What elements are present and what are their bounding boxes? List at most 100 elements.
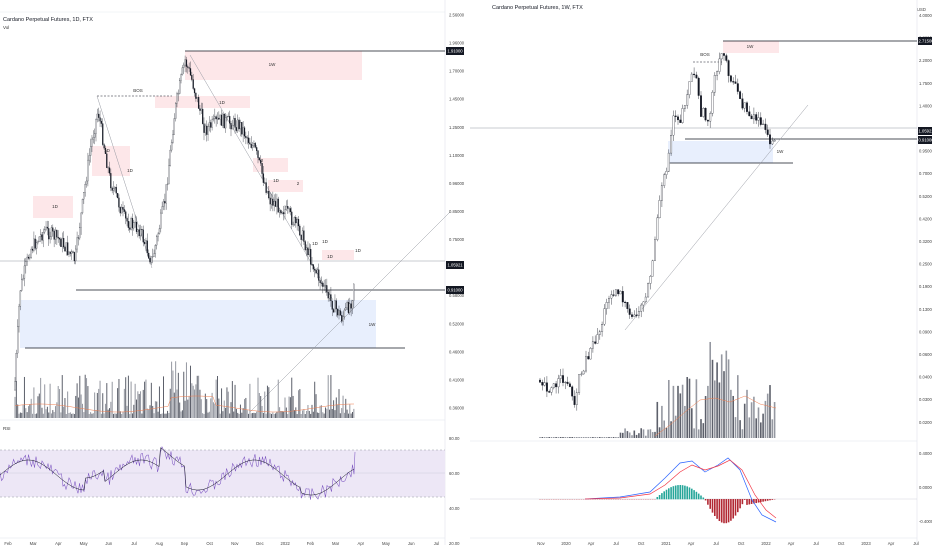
left-volume-bar [117, 388, 119, 418]
left-candle-body [180, 74, 182, 81]
right-macd-histogram-bar [720, 499, 723, 523]
left-candle-body [45, 226, 47, 230]
left-candle-body [315, 270, 317, 274]
left-candle-body [157, 233, 159, 237]
left-volume-bar [250, 413, 252, 418]
left-candle-body [238, 119, 240, 130]
right-candle-body [752, 114, 755, 120]
right-candle-body [755, 114, 758, 121]
left-volume-bar [99, 380, 101, 418]
right-macd-histogram-bar [665, 489, 668, 500]
left-supply-zone-1w [185, 51, 362, 80]
left-candle-body [292, 224, 294, 226]
right-macd-histogram-bar [711, 499, 714, 513]
right-candle-body [585, 356, 587, 372]
left-volume-bar [326, 408, 328, 418]
left-time-axis-label: May [382, 541, 391, 546]
left-candle-body [226, 116, 228, 118]
left-candle-body [274, 201, 277, 207]
left-price-axis-label: 0.75000 [449, 237, 465, 242]
left-candle-body [92, 137, 94, 140]
left-volume-bar [176, 389, 178, 418]
right-signal-line [584, 459, 777, 519]
right-candle-body [559, 375, 562, 379]
left-volume-bar [46, 406, 48, 418]
right-macd-histogram-bar [670, 487, 672, 500]
right-price-axis-label: 0.25000 [919, 262, 932, 267]
left-candle-body [276, 198, 278, 207]
right-candle-body [704, 108, 707, 121]
left-price-axis-label: 1.96000 [449, 41, 465, 46]
right-candle-body [670, 135, 673, 154]
left-volume-bar [153, 413, 155, 418]
left-volume-bar [113, 413, 115, 418]
left-time-axis-label: Aug [155, 541, 163, 546]
right-candle-body [539, 379, 541, 383]
right-time-axis-label: Jul [713, 541, 718, 546]
left-price-tag-label: 0.91000 [448, 288, 464, 293]
left-candle-body [258, 157, 260, 161]
left-candle-body [312, 264, 314, 270]
left-candle-body [129, 227, 131, 230]
right-macd-histogram-bar [730, 499, 732, 521]
left-candle-body [48, 228, 50, 240]
left-volume-bar [134, 383, 136, 418]
right-candle-body [739, 91, 742, 99]
left-candle-body [338, 310, 340, 316]
right-price-tag [918, 37, 932, 45]
left-volume-bar [82, 403, 83, 418]
left-volume-bar [242, 408, 244, 418]
left-candle-body [243, 127, 246, 137]
left-candle-body [331, 300, 333, 310]
right-candle-body [642, 301, 645, 306]
right-volume-bar [727, 359, 730, 438]
left-volume-bar [71, 413, 73, 418]
left-volume-bar [165, 413, 167, 418]
right-macd-histogram-bar [760, 499, 762, 503]
left-demand-zone-1w [20, 300, 376, 348]
right-candle-body [660, 185, 663, 201]
left-price-tag-label: 1.05921 [448, 263, 464, 268]
left-volume-bar [114, 413, 116, 418]
right-macd-histogram-bar [707, 499, 709, 505]
right-volume-bar [608, 437, 610, 438]
left-candle-body [133, 222, 135, 229]
left-volume-bar [215, 379, 217, 418]
left-volume-bar [187, 399, 189, 418]
left-candle-body [103, 144, 105, 149]
right-candle-body [748, 111, 751, 117]
left-volume-bar [100, 413, 102, 418]
left-volume-bar [341, 408, 343, 418]
left-candle-body [127, 221, 130, 228]
right-volume-bar [750, 402, 753, 438]
right-macd-histogram-bar [688, 487, 691, 500]
right-macd-histogram-bar [663, 491, 665, 500]
left-price-tag-label: 1.91000 [448, 49, 464, 54]
left-volume-bar [123, 388, 125, 418]
left-volume-bar [353, 408, 355, 418]
left-volume-bar [258, 392, 260, 418]
right-macd-histogram-bar [766, 499, 769, 501]
right-volume-bar [654, 431, 656, 438]
left-candle-body [318, 269, 320, 281]
left-candle-body [149, 258, 151, 263]
left-volume-bar [229, 413, 231, 418]
left-candle-body [99, 117, 101, 122]
left-candle-body [304, 241, 306, 251]
right-volume-bar [543, 437, 546, 438]
left-annotation-label: 1D [312, 241, 319, 246]
right-volume-bar [580, 437, 583, 438]
left-candle-body [222, 113, 224, 126]
left-candle-body [96, 113, 98, 120]
left-volume-bar [111, 381, 113, 418]
right-chart-panel[interactable]: Cardano Perpetual Futures, 1W, FTX USD [492, 5, 926, 12]
right-volume-bar [647, 429, 649, 438]
left-chart-panel[interactable]: Cardano Perpetual Futures, 1D, FTX Vol R… [3, 17, 93, 431]
left-candle-body [214, 116, 216, 119]
left-candle-body [241, 122, 243, 135]
left-volume-bar [152, 405, 154, 418]
right-candle-body [681, 108, 684, 123]
